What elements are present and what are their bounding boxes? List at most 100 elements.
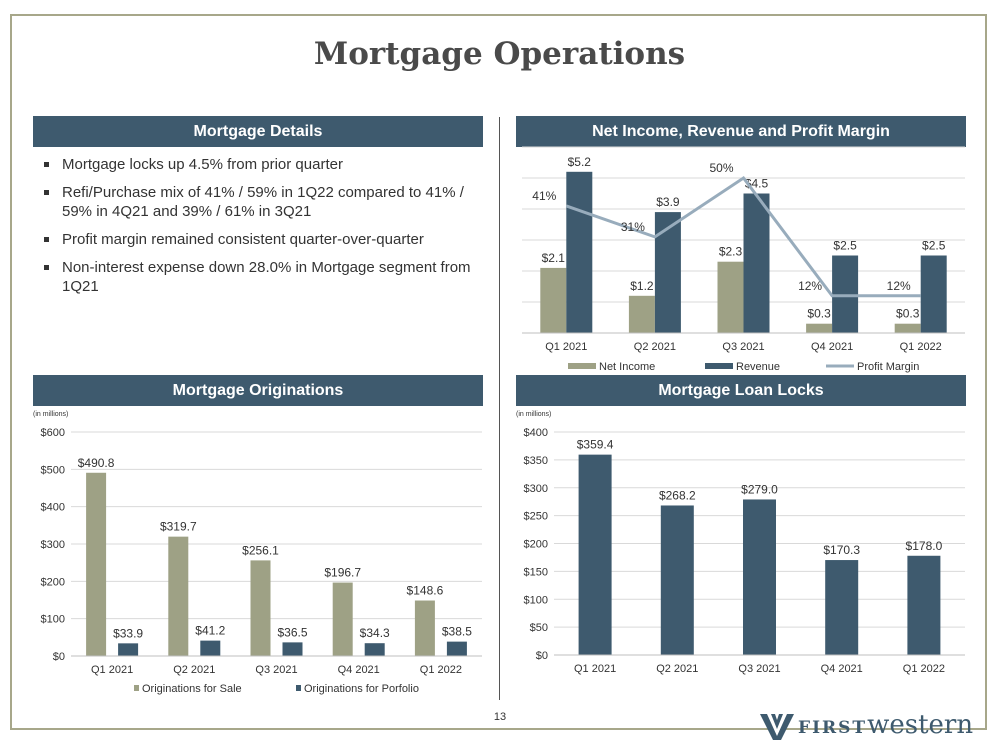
data-label: $41.2: [195, 624, 225, 638]
x-tick-label: Q3 2021: [738, 663, 780, 675]
bullet-square-icon: [44, 190, 49, 195]
bullet-text: Non-interest expense down 28.0% in Mortg…: [62, 259, 471, 295]
mortgage-originations-header: Mortgage Originations: [33, 375, 483, 406]
data-label: $178.0: [906, 539, 943, 553]
line-label: 12%: [887, 279, 911, 293]
bar: [540, 267, 567, 333]
bar: [168, 536, 189, 656]
bar: [578, 454, 612, 655]
data-label: $2.3: [719, 245, 743, 259]
x-tick-label: Q1 2022: [900, 341, 942, 353]
line-label: 50%: [709, 161, 733, 175]
x-tick-label: Q2 2021: [656, 663, 698, 675]
x-tick-label: Q4 2021: [821, 663, 863, 675]
x-tick-label: Q2 2021: [173, 664, 215, 676]
bar: [118, 643, 139, 656]
bar: [832, 255, 859, 333]
legend-swatch: [705, 363, 733, 369]
bullet-item: Profit margin remained consistent quarte…: [42, 230, 472, 249]
logo-wordmark: FIRSTwestern: [798, 710, 973, 740]
legend-swatch: [568, 363, 596, 369]
data-label: $0.3: [807, 307, 831, 321]
page-number: 13: [493, 711, 507, 723]
mortgage-details-list: Mortgage locks up 4.5% from prior quarte…: [42, 155, 472, 305]
data-label: $490.8: [78, 456, 115, 470]
x-tick-label: Q1 2021: [574, 663, 616, 675]
bar: [414, 600, 435, 656]
logo-first-text: FIRST: [798, 718, 868, 738]
line-label: 12%: [798, 279, 822, 293]
y-tick-label: $500: [41, 464, 65, 476]
data-label: $1.2: [630, 279, 654, 293]
data-label: $3.9: [656, 195, 680, 209]
net-income-revenue-margin-chart: $2.1$1.2$2.3$0.3 $0.3$5.2$3.9$4.5$2.5 $2.5…: [522, 146, 965, 373]
x-tick-label: Q1 2021: [91, 664, 133, 676]
bar: [282, 642, 303, 656]
bar: [654, 212, 681, 333]
mortgage-originations-chart: $0 $100 $200 $300 $400 $500 $600 (in millions) $…: [33, 411, 482, 695]
x-tick-label: Q1 2021: [545, 341, 587, 353]
profit-margin-line: [565, 175, 921, 298]
first-western-logo: FIRSTwestern: [756, 708, 986, 742]
bar: [446, 641, 467, 656]
column-divider: [499, 117, 500, 700]
legend-label: Revenue: [736, 361, 780, 373]
y-tick-label: $150: [524, 566, 548, 578]
y-tick-label: $400: [524, 427, 548, 439]
mortgage-loan-locks-header: Mortgage Loan Locks: [516, 375, 966, 406]
bar: [717, 261, 744, 333]
x-tick-label: Q4 2021: [338, 664, 380, 676]
mortgage-details-header: Mortgage Details: [33, 116, 483, 147]
bar: [200, 640, 221, 656]
line-label: 41%: [532, 189, 556, 203]
x-tick-label: Q2 2021: [634, 341, 676, 353]
x-tick-label: Q1 2022: [903, 663, 945, 675]
y-tick-label: $0: [53, 651, 65, 663]
legend-label: Net Income: [599, 361, 655, 373]
bullet-square-icon: [44, 237, 49, 242]
data-label: $148.6: [407, 584, 444, 598]
x-tick-label: Q3 2021: [255, 664, 297, 676]
bar: [907, 555, 941, 655]
x-tick-label: Q4 2021: [811, 341, 853, 353]
y-tick-label: $50: [530, 622, 548, 634]
data-label: $279.0: [741, 482, 778, 496]
bullet-item: Mortgage locks up 4.5% from prior quarte…: [42, 155, 472, 174]
data-label: $2.1: [542, 251, 566, 265]
bar: [894, 323, 921, 333]
page-title: Mortgage Operations: [313, 36, 686, 72]
bar: [743, 499, 776, 655]
legend-label: Originations for Sale: [142, 683, 242, 695]
data-label: $196.7: [324, 566, 361, 580]
line-label: 31%: [621, 220, 645, 234]
data-label: $34.3: [360, 626, 390, 640]
y-tick-label: $300: [41, 539, 65, 551]
y-tick-label: $200: [41, 576, 65, 588]
bullet-square-icon: [44, 162, 49, 167]
y-tick-label: $100: [41, 614, 65, 626]
data-label: $0.3: [896, 307, 920, 321]
y-tick-label: $300: [524, 483, 548, 495]
bullet-text: Refi/Purchase mix of 41% / 59% in 1Q22 c…: [62, 184, 464, 220]
y-tick-label: $400: [41, 502, 65, 514]
bar: [566, 171, 593, 333]
y-tick-label: $0: [536, 650, 548, 662]
legend-swatch: [134, 685, 139, 691]
bar: [86, 472, 107, 656]
unit-note: (in millions): [33, 411, 68, 418]
data-label: $170.3: [823, 543, 860, 557]
data-label: $359.4: [577, 438, 614, 452]
fw-logo-icon: [760, 714, 794, 740]
bar: [364, 643, 385, 656]
bar: [332, 582, 353, 656]
bullet-item: Refi/Purchase mix of 41% / 59% in 1Q22 c…: [42, 183, 472, 221]
data-label: $36.5: [277, 625, 307, 639]
bullet-square-icon: [44, 265, 49, 270]
legend-swatch: [296, 685, 301, 691]
data-label: $38.5: [442, 625, 472, 639]
slide-frame: [10, 14, 987, 730]
bullet-item: Non-interest expense down 28.0% in Mortg…: [42, 258, 472, 296]
y-tick-label: $200: [524, 539, 548, 551]
mortgage-loan-locks-chart: $0 $50 $100 $150 $200 $250 $300 $350 $400 (in mil…: [516, 411, 965, 675]
data-label: $319.7: [160, 520, 197, 534]
